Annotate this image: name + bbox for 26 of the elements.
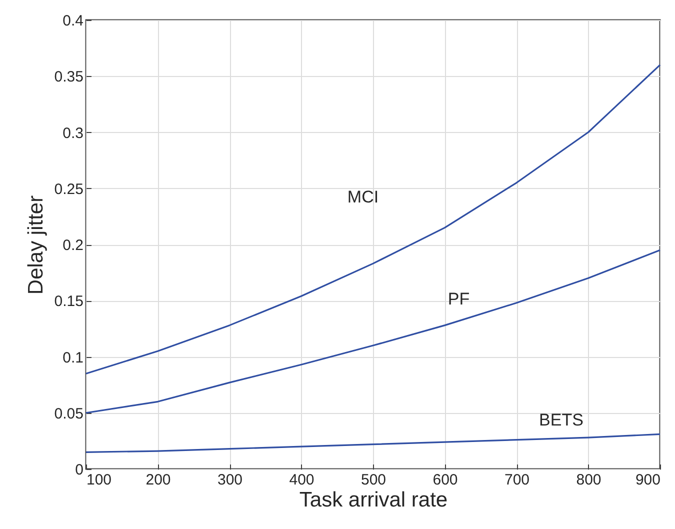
line-series [85, 64, 661, 374]
x-tick-label: 900 [635, 472, 660, 488]
x-tick-label: 800 [576, 472, 602, 488]
text: MCI [347, 188, 379, 207]
x-tick-label: 500 [360, 472, 386, 488]
x-tick-label: 200 [146, 472, 171, 488]
y-tick-label: 0.15 [54, 293, 84, 310]
series-label: PF [448, 289, 470, 308]
y-tick-label: 0 [75, 462, 84, 478]
x-tick-label: 400 [289, 472, 314, 488]
y-tick-label: 0.1 [62, 349, 84, 366]
x-tick-label: 700 [504, 472, 530, 488]
x-tick-label: 300 [217, 472, 243, 488]
y-tick-label: 0.2 [62, 237, 84, 254]
y-tick-label: 0.4 [62, 12, 84, 30]
x-tick-label: 600 [432, 472, 458, 488]
line-series [85, 249, 661, 414]
line-series [85, 433, 661, 453]
y-axis-title: Delay jitter [24, 195, 48, 295]
y-tick-label: 0.25 [54, 180, 84, 198]
x-tick-label: 100 [86, 472, 112, 488]
y-tick-label: 0.35 [54, 68, 84, 86]
x-axis-title: Task arrival rate [299, 488, 448, 512]
y-tick-label: 0.3 [62, 124, 84, 142]
series-label: BETS [539, 410, 584, 430]
y-tick-label: 0.05 [54, 405, 84, 422]
